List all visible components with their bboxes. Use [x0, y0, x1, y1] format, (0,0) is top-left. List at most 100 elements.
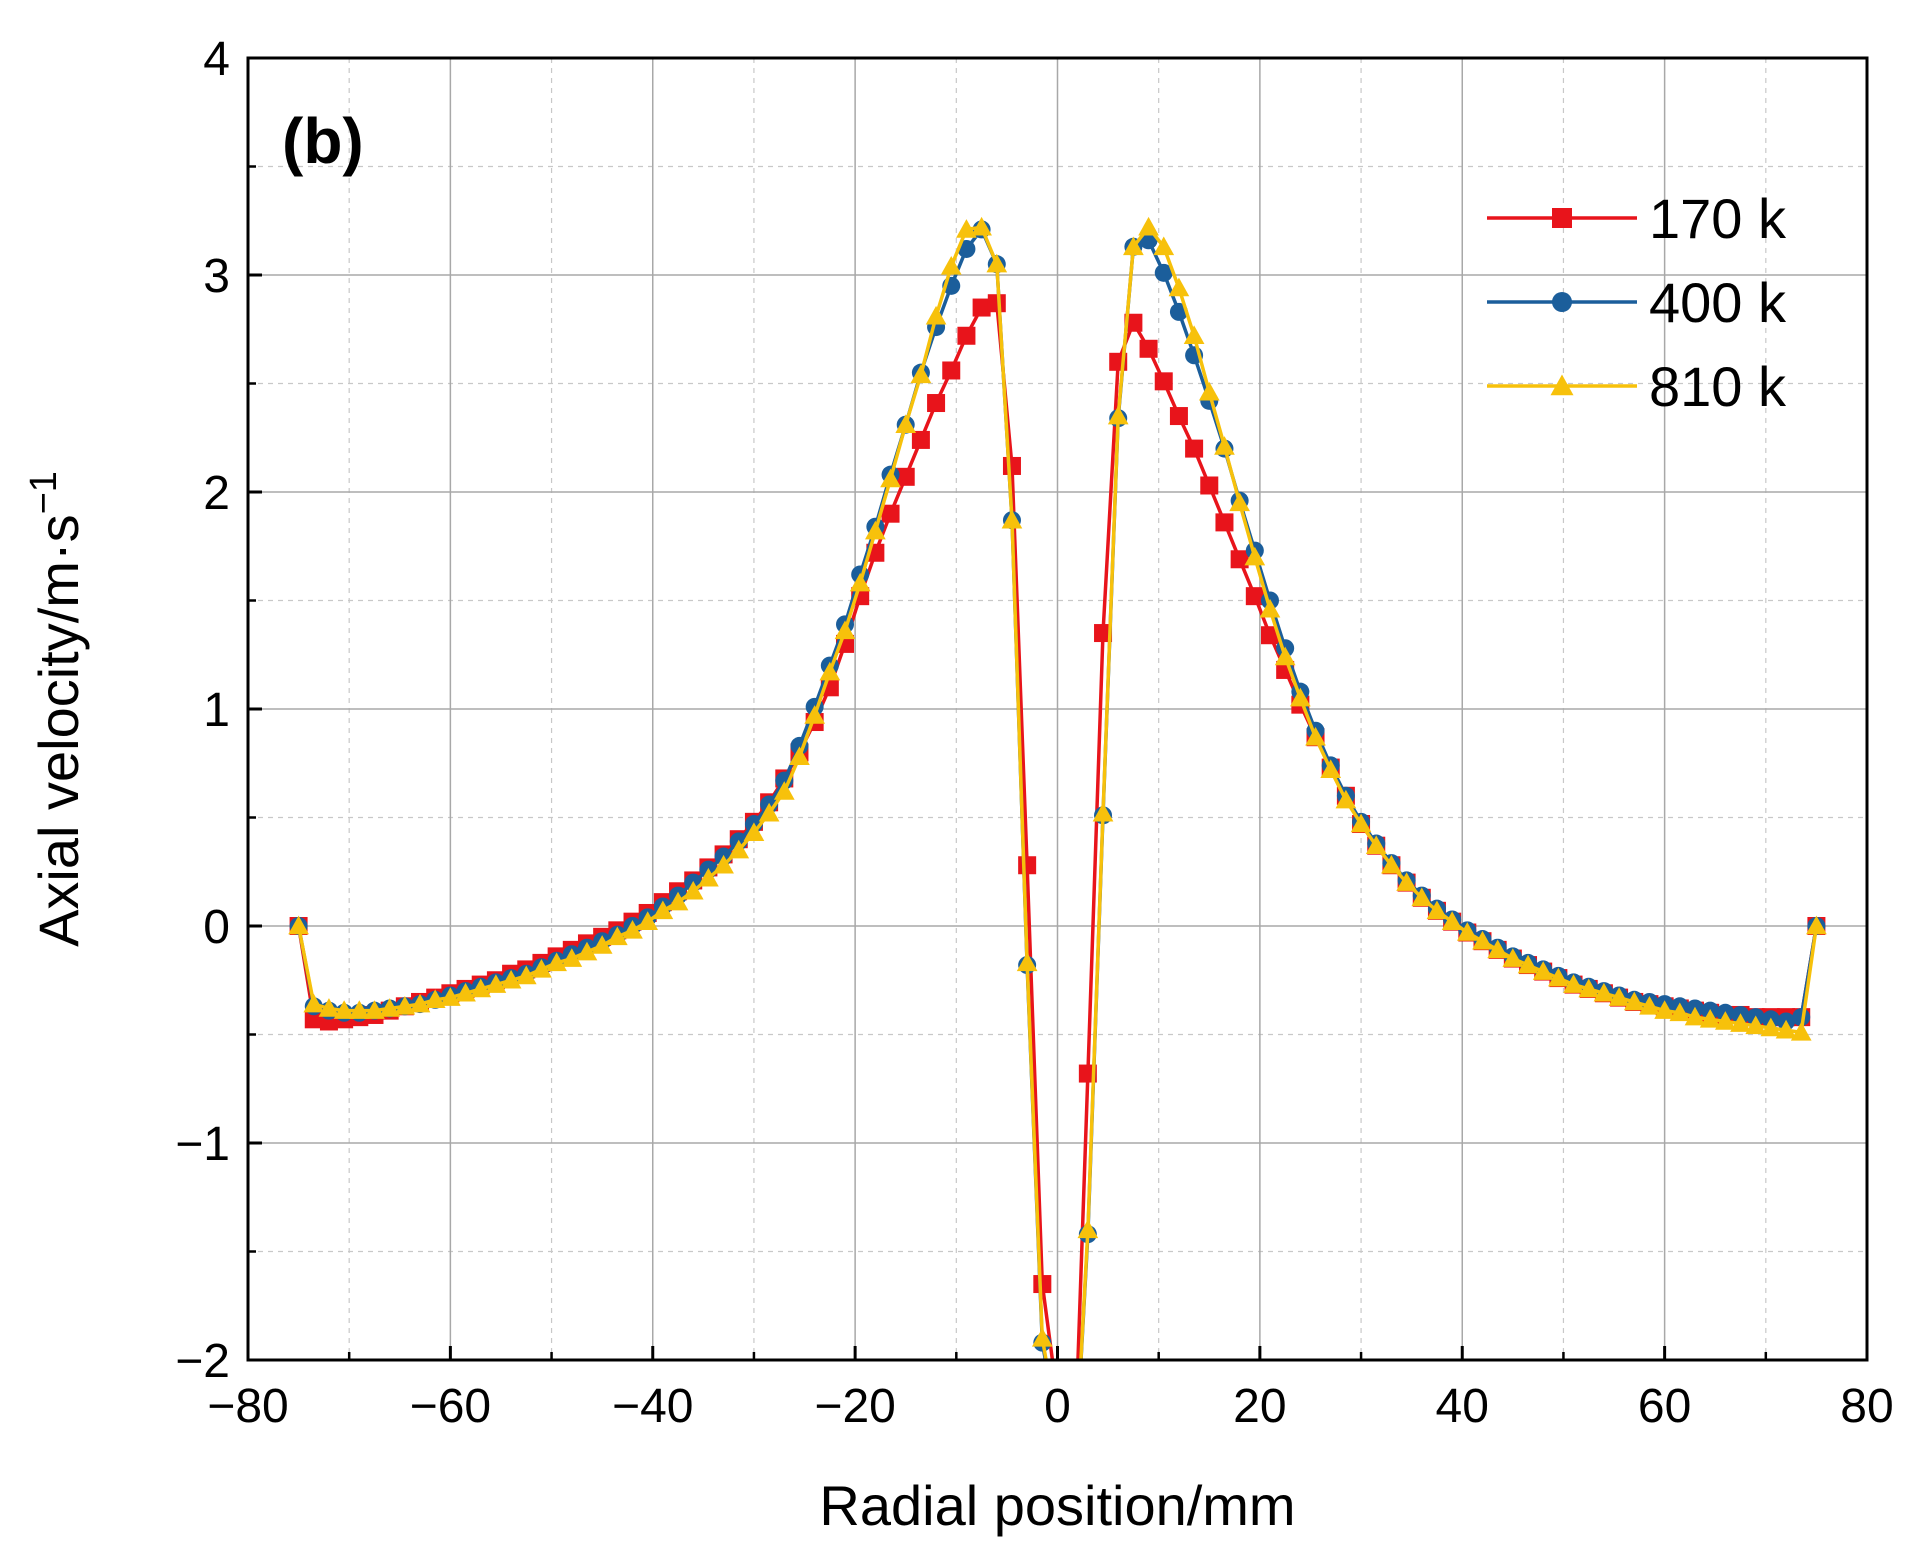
data-point — [1320, 759, 1342, 779]
y-tick-label: −2 — [175, 1335, 230, 1388]
data-point — [1260, 626, 1279, 645]
data-point — [1274, 646, 1296, 666]
data-point — [1441, 911, 1463, 930]
data-point — [318, 998, 340, 1017]
data-point — [1578, 978, 1600, 998]
data-point — [303, 993, 325, 1013]
grid-major — [248, 58, 1867, 1360]
data-point — [865, 520, 886, 540]
data-point — [1396, 872, 1417, 891]
data-point — [637, 911, 659, 930]
data-point — [942, 361, 961, 380]
data-point — [1593, 982, 1615, 1002]
data-point — [1608, 987, 1630, 1006]
data-point — [849, 572, 871, 592]
data-point — [1502, 948, 1524, 967]
data-point — [881, 504, 900, 523]
data-point — [880, 468, 901, 488]
data-point — [698, 867, 719, 887]
legend-label: 810 k — [1649, 355, 1787, 418]
data-point — [911, 430, 930, 449]
data-point — [1365, 835, 1387, 854]
x-tick-label: 20 — [1233, 1380, 1286, 1433]
data-point — [1654, 1000, 1675, 1019]
data-point — [1183, 325, 1205, 345]
data-point — [1092, 802, 1114, 822]
data-point — [304, 1010, 323, 1029]
y-tick-label: 1 — [203, 684, 230, 737]
legend-item: 170 k — [1487, 187, 1787, 250]
y-tick-label: 0 — [203, 901, 230, 954]
data-point — [1548, 967, 1569, 987]
legend-label: 170 k — [1649, 187, 1787, 250]
y-axis-title: Axial velocity/m·s−1 — [23, 471, 90, 947]
data-point — [1123, 236, 1144, 256]
data-point — [561, 948, 583, 967]
data-point — [1699, 1008, 1721, 1028]
data-point — [576, 941, 598, 961]
y-tick-label: 2 — [203, 467, 230, 520]
data-point — [972, 298, 991, 317]
data-point — [986, 253, 1008, 273]
data-point — [910, 364, 932, 384]
data-point — [1517, 954, 1539, 974]
legend-label: 400 k — [1649, 271, 1787, 334]
data-point — [834, 620, 856, 640]
data-point — [1200, 476, 1219, 495]
data-point — [1153, 236, 1175, 256]
data-point — [1806, 915, 1827, 935]
data-point — [925, 305, 947, 325]
data-point — [622, 919, 643, 939]
data-point — [896, 467, 915, 486]
y-axis-title-superscript: −1 — [23, 471, 65, 514]
data-point — [1730, 1013, 1751, 1032]
data-point — [1381, 854, 1402, 874]
data-point — [957, 326, 976, 345]
x-tick-label: −20 — [814, 1380, 895, 1433]
data-point — [971, 216, 992, 236]
data-point — [1745, 1015, 1767, 1035]
x-tick-label: 80 — [1840, 1380, 1893, 1433]
data-point — [333, 1000, 355, 1019]
x-tick-label: 40 — [1436, 1380, 1489, 1433]
data-point — [1290, 687, 1311, 707]
data-point — [819, 661, 841, 681]
series-line — [296, 225, 1819, 1360]
x-tick-label: 60 — [1638, 1380, 1691, 1433]
data-point — [1350, 813, 1372, 833]
legend-marker — [1552, 208, 1572, 228]
data-point — [1639, 995, 1660, 1015]
data-point — [940, 255, 962, 275]
data-point — [987, 294, 1006, 313]
data-point — [1669, 1002, 1691, 1022]
data-point — [1107, 405, 1129, 425]
data-point — [1169, 407, 1188, 426]
data-point — [1215, 513, 1234, 532]
data-point — [1487, 939, 1509, 959]
data-point — [1760, 1017, 1782, 1037]
data-point — [1305, 726, 1326, 746]
data-point — [288, 915, 309, 935]
data-point — [1714, 1011, 1736, 1030]
data-point — [1139, 339, 1158, 358]
data-point — [515, 965, 537, 985]
data-point — [1563, 974, 1584, 993]
data-point — [1684, 1006, 1706, 1026]
legend-marker — [1552, 292, 1572, 312]
data-point — [531, 959, 552, 978]
data-point — [773, 781, 795, 800]
series-triangle — [288, 216, 1827, 1360]
data-point — [1532, 961, 1554, 980]
data-point — [1138, 216, 1159, 236]
data-point — [1124, 313, 1143, 332]
y-tick-label: 3 — [203, 250, 230, 303]
x-tick-label: −40 — [612, 1380, 693, 1433]
data-point — [1018, 856, 1037, 875]
data-point — [1016, 952, 1038, 972]
y-tick-label: −1 — [175, 1118, 230, 1171]
data-point — [394, 995, 416, 1015]
data-point — [804, 705, 825, 724]
data-point — [1094, 624, 1113, 643]
data-point — [1077, 1219, 1099, 1239]
data-point — [652, 900, 674, 920]
